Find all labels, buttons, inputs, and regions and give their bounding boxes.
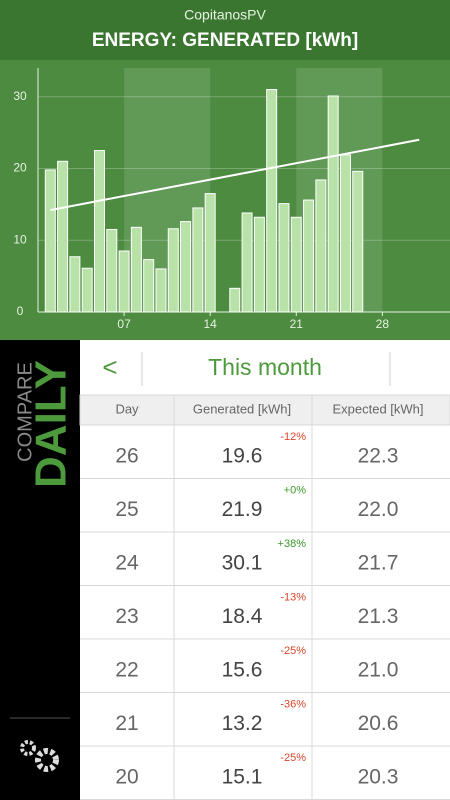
bar — [118, 250, 130, 313]
table-header — [79, 394, 450, 426]
delta-cell: -36% — [280, 698, 306, 710]
y-tick-label: 20 — [13, 161, 27, 175]
bar — [192, 207, 204, 313]
day-cell: 21 — [115, 712, 138, 735]
generated-cell: 21.9 — [222, 498, 263, 521]
bar — [327, 95, 339, 313]
bar — [167, 228, 179, 313]
bar — [352, 170, 364, 313]
expected-cell: 20.3 — [358, 766, 399, 789]
bar — [315, 179, 327, 313]
bar — [143, 259, 155, 313]
y-tick-label: 30 — [13, 89, 27, 103]
column-header: Generated [kWh] — [193, 401, 291, 416]
day-cell: 24 — [115, 552, 139, 575]
delta-cell: +0% — [284, 484, 307, 496]
generated-cell: 13.2 — [222, 712, 263, 735]
expected-cell: 22.3 — [358, 445, 399, 468]
trend-line — [50, 138, 420, 212]
app-name: CopitanosPV — [184, 7, 266, 23]
generated-cell: 18.4 — [222, 605, 263, 628]
bar — [81, 267, 93, 313]
bar — [93, 150, 105, 313]
delta-cell: -12% — [280, 431, 306, 443]
bar — [241, 212, 253, 313]
delta-cell: -25% — [280, 752, 306, 764]
generated-cell: 30.1 — [222, 552, 263, 575]
y-tick-label: 10 — [13, 232, 27, 246]
x-tick-label: 21 — [290, 317, 304, 331]
bar — [229, 287, 241, 313]
column-header: Expected [kWh] — [332, 401, 423, 416]
generated-cell: 19.6 — [222, 445, 263, 468]
x-tick-label: 28 — [376, 317, 390, 331]
expected-cell: 21.7 — [358, 552, 399, 575]
x-tick-label: 07 — [117, 317, 131, 331]
delta-cell: +38% — [278, 538, 307, 550]
compare-label: COMPARE — [14, 362, 36, 462]
day-cell: 26 — [115, 445, 138, 468]
y-tick-label: 0 — [17, 304, 24, 318]
expected-cell: 21.0 — [358, 659, 399, 682]
expected-cell: 21.3 — [358, 605, 399, 628]
bar — [130, 226, 142, 313]
sidebar — [0, 340, 80, 800]
bar — [266, 89, 278, 313]
x-tick-label: 14 — [203, 317, 217, 331]
bar — [303, 199, 315, 313]
bar — [204, 193, 216, 313]
bar — [339, 154, 351, 313]
expected-cell: 20.6 — [358, 712, 399, 735]
mode-label[interactable]: DAILY — [27, 360, 76, 488]
bar — [290, 216, 302, 313]
day-cell: 25 — [115, 498, 138, 521]
bar — [155, 268, 167, 313]
day-cell: 22 — [115, 659, 138, 682]
expected-cell: 22.0 — [358, 498, 399, 521]
bar — [57, 160, 69, 313]
day-cell: 23 — [115, 605, 138, 628]
bar — [278, 203, 290, 313]
delta-cell: -13% — [280, 591, 306, 603]
column-header: Day — [115, 401, 139, 416]
delta-cell: -25% — [280, 645, 306, 657]
bar — [69, 256, 81, 313]
bar — [253, 216, 265, 313]
settings-icon[interactable] — [20, 740, 59, 772]
bar — [180, 221, 192, 313]
period-label[interactable]: This month — [208, 354, 322, 380]
header-bar — [0, 0, 450, 60]
chart-title: ENERGY: GENERATED [kWh] — [92, 30, 358, 51]
bar — [106, 228, 118, 313]
day-cell: 20 — [115, 766, 138, 789]
generated-cell: 15.6 — [222, 659, 263, 682]
generated-cell: 15.1 — [222, 766, 263, 789]
back-button[interactable]: < — [102, 352, 117, 382]
bar — [44, 169, 56, 313]
